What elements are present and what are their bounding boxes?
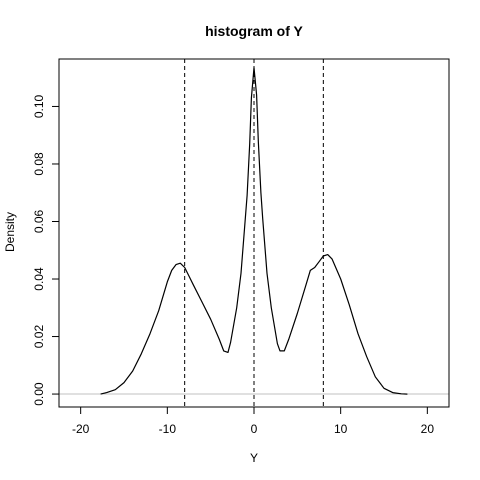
chart-title: histogram of Y xyxy=(205,23,303,39)
y-axis-label: Density xyxy=(3,212,17,252)
y-tick-label: 0.10 xyxy=(32,94,46,118)
x-tick-label: 0 xyxy=(251,422,258,436)
x-tick-label: 10 xyxy=(334,422,348,436)
x-tick-label: -20 xyxy=(72,422,90,436)
x-tick-label: -10 xyxy=(159,422,177,436)
x-axis-label: Y xyxy=(250,451,258,465)
density-curve xyxy=(100,66,408,395)
y-tick-label: 0.08 xyxy=(32,152,46,176)
y-tick-label: 0.00 xyxy=(32,382,46,406)
y-tick-label: 0.04 xyxy=(32,267,46,291)
y-tick-label: 0.06 xyxy=(32,209,46,233)
y-tick-label: 0.02 xyxy=(32,325,46,349)
x-tick-label: 20 xyxy=(421,422,435,436)
